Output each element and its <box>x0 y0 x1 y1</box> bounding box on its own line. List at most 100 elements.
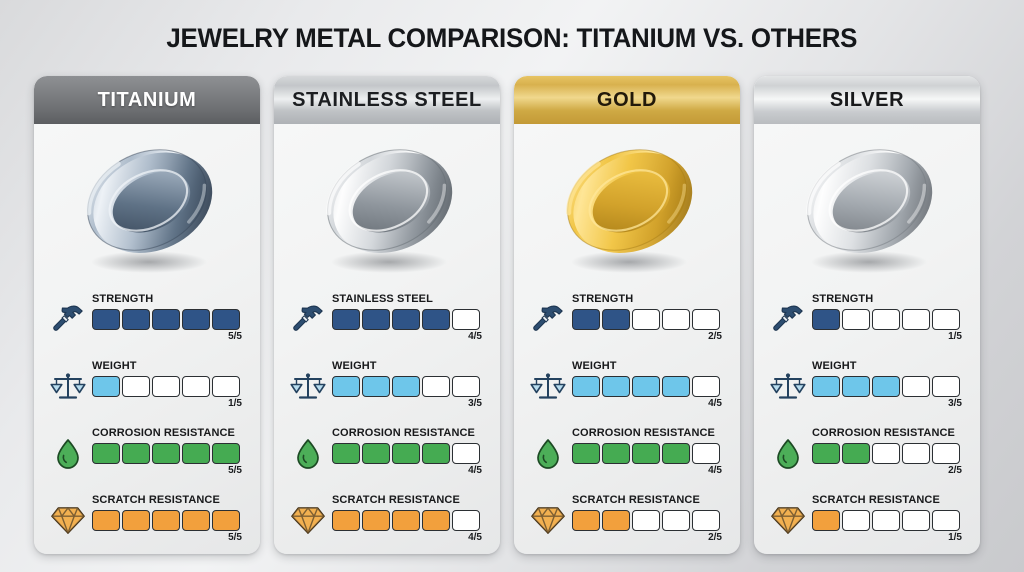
stat-score: 4/5 <box>468 331 482 342</box>
stats-list: STRENGTH 1/5 WEIGHT 3/5 CORROSION RESISTANCE… <box>754 286 980 554</box>
stat-label: CORROSION RESISTANCE <box>572 427 715 439</box>
rating-box <box>332 376 360 397</box>
rating-box <box>842 510 870 531</box>
rating-box <box>362 376 390 397</box>
rating-box <box>812 309 840 330</box>
rating-box <box>452 376 480 397</box>
stat-row-scratch: SCRATCH RESISTANCE 2/5 <box>524 491 730 554</box>
hammer-icon <box>284 290 332 334</box>
rating-box <box>692 510 720 531</box>
stat-score: 4/5 <box>468 532 482 543</box>
rating-box <box>122 443 150 464</box>
stat-row-strength: STRENGTH 5/5 <box>44 290 250 354</box>
rating-box <box>212 510 240 531</box>
comparison-cards: TITANIUM STRENGTH 5/5 WEIGHT 1/5 CORROSION RE… <box>0 76 1024 556</box>
rating-box <box>692 376 720 397</box>
stat-label: STRENGTH <box>92 293 154 305</box>
rating-box <box>152 376 180 397</box>
metal-card-gold[interactable]: GOLD STRENGTH 2/5 WEIGHT 4/5 CORROSION RESIST… <box>514 76 740 554</box>
hammer-icon <box>524 290 572 334</box>
rating-box <box>632 443 660 464</box>
stat-row-weight: WEIGHT 1/5 <box>44 357 250 421</box>
stat-body: SCRATCH RESISTANCE 5/5 <box>92 491 250 544</box>
stat-label: CORROSION RESISTANCE <box>92 427 235 439</box>
stat-score: 3/5 <box>468 398 482 409</box>
rating-boxes <box>812 309 970 330</box>
rating-box <box>902 443 930 464</box>
stat-body: STAINLESS STEEL 4/5 <box>332 290 490 343</box>
rating-box <box>182 443 210 464</box>
rating-box <box>182 510 210 531</box>
stat-row-strength: STAINLESS STEEL 4/5 <box>284 290 490 354</box>
silver-ring <box>754 124 980 286</box>
rating-boxes <box>92 309 250 330</box>
rating-box <box>182 376 210 397</box>
page-title: JEWELRY METAL COMPARISON: TITANIUM VS. O… <box>166 22 858 53</box>
rating-box <box>872 309 900 330</box>
rating-box <box>632 510 660 531</box>
rating-box <box>452 510 480 531</box>
rating-box <box>212 376 240 397</box>
stat-score: 5/5 <box>228 465 242 476</box>
card-title: SILVER <box>829 88 905 111</box>
rating-box <box>812 510 840 531</box>
stat-score: 1/5 <box>948 331 962 342</box>
metal-card-silver[interactable]: SILVER STRENGTH 1/5 WEIGHT 3/5 CORROSION RESI… <box>754 76 980 554</box>
rating-box <box>572 376 600 397</box>
stat-score: 2/5 <box>708 331 722 342</box>
rating-box <box>632 376 660 397</box>
rating-box <box>92 510 120 531</box>
rating-box <box>152 443 180 464</box>
rating-box <box>662 443 690 464</box>
rating-box <box>122 309 150 330</box>
stat-score: 2/5 <box>948 465 962 476</box>
rating-box <box>152 309 180 330</box>
droplet-icon <box>284 424 332 470</box>
stat-label: WEIGHT <box>92 360 137 372</box>
stat-score: 5/5 <box>228 331 242 342</box>
rating-box <box>872 376 900 397</box>
stat-row-weight: WEIGHT 4/5 <box>524 357 730 421</box>
card-header-gold: GOLD <box>514 76 740 124</box>
rating-box <box>572 309 600 330</box>
stat-body: CORROSION RESISTANCE 5/5 <box>92 424 250 477</box>
rating-box <box>212 309 240 330</box>
stat-score: 1/5 <box>228 398 242 409</box>
stat-score: 4/5 <box>468 465 482 476</box>
rating-boxes <box>332 309 490 330</box>
stat-score: 4/5 <box>708 398 722 409</box>
rating-box <box>812 443 840 464</box>
rating-box <box>92 443 120 464</box>
stat-label: WEIGHT <box>572 360 617 372</box>
metal-card-stainless-steel[interactable]: STAINLESS STEEL STAINLESS STEEL 4/5 WEIGHT 3… <box>274 76 500 554</box>
metal-card-titanium[interactable]: TITANIUM STRENGTH 5/5 WEIGHT 1/5 CORROSION RE… <box>34 76 260 554</box>
stat-label: CORROSION RESISTANCE <box>332 427 475 439</box>
rating-box <box>362 443 390 464</box>
stat-body: WEIGHT 1/5 <box>92 357 250 410</box>
rating-box <box>332 510 360 531</box>
stat-row-corrosion: CORROSION RESISTANCE 4/5 <box>524 424 730 488</box>
gem-icon <box>44 491 92 535</box>
rating-box <box>332 443 360 464</box>
scale-icon <box>44 357 92 403</box>
scale-icon <box>524 357 572 403</box>
rating-boxes <box>332 443 490 464</box>
rating-box <box>902 309 930 330</box>
rating-boxes <box>812 443 970 464</box>
stat-label: STRENGTH <box>812 293 874 305</box>
stat-label: SCRATCH RESISTANCE <box>92 494 220 506</box>
card-header-stainless-steel: STAINLESS STEEL <box>274 76 500 124</box>
rating-boxes <box>812 376 970 397</box>
stat-row-scratch: SCRATCH RESISTANCE 1/5 <box>764 491 970 554</box>
rating-boxes <box>92 376 250 397</box>
rating-box <box>872 443 900 464</box>
stat-body: SCRATCH RESISTANCE 1/5 <box>812 491 970 544</box>
rating-box <box>212 443 240 464</box>
rating-boxes <box>572 443 730 464</box>
stat-row-scratch: SCRATCH RESISTANCE 5/5 <box>44 491 250 554</box>
stat-label: SCRATCH RESISTANCE <box>812 494 940 506</box>
stat-score: 3/5 <box>948 398 962 409</box>
stat-row-weight: WEIGHT 3/5 <box>764 357 970 421</box>
stats-list: STAINLESS STEEL 4/5 WEIGHT 3/5 CORROSION RES… <box>274 286 500 554</box>
stat-row-corrosion: CORROSION RESISTANCE 4/5 <box>284 424 490 488</box>
